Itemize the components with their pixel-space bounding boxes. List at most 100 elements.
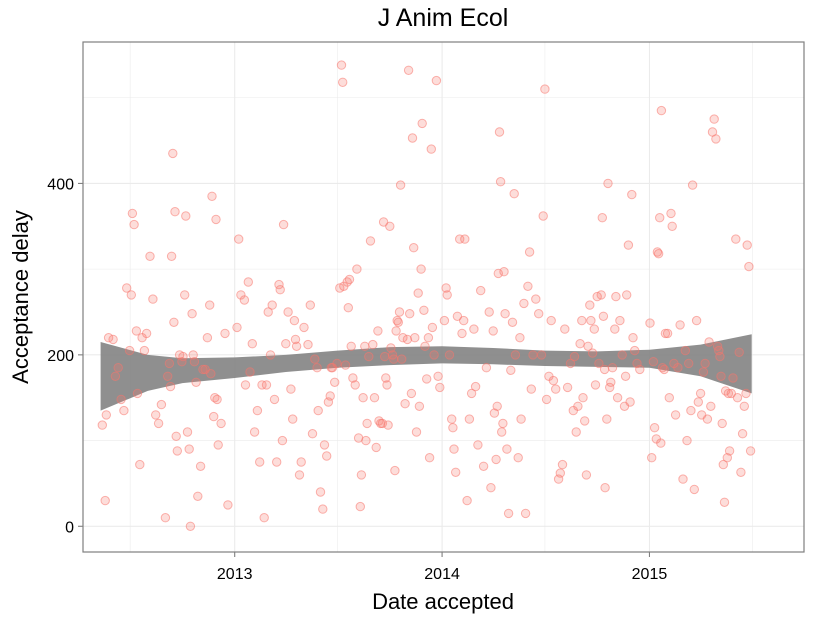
data-point: [734, 347, 744, 357]
data-point: [433, 371, 443, 381]
data-point: [305, 300, 315, 310]
data-point: [589, 324, 599, 334]
data-point: [516, 414, 526, 424]
data-point: [261, 380, 272, 390]
data-point: [390, 465, 400, 476]
data-point: [395, 180, 406, 190]
data-point: [571, 427, 581, 437]
data-point: [540, 84, 550, 94]
data-point: [232, 322, 242, 333]
data-point: [678, 474, 688, 484]
data-point: [216, 418, 226, 429]
data-point: [189, 357, 200, 367]
data-point: [346, 341, 356, 351]
data-point: [611, 291, 621, 302]
data-point: [145, 251, 155, 261]
data-point: [187, 309, 197, 319]
data-point: [277, 435, 288, 446]
data-point: [653, 249, 664, 259]
data-point: [283, 307, 293, 317]
data-point: [403, 65, 414, 76]
data-point: [259, 513, 269, 523]
data-point: [240, 380, 251, 390]
data-point: [466, 388, 477, 399]
data-point: [486, 483, 496, 493]
data-point: [513, 453, 523, 463]
data-point: [310, 354, 320, 364]
data-point: [122, 283, 132, 293]
y-tick-label: 0: [65, 519, 74, 536]
data-point: [426, 144, 436, 154]
data-point: [577, 315, 587, 326]
data-point: [687, 180, 698, 190]
y-axis-title: Acceptance delay: [8, 210, 33, 384]
data-point: [391, 326, 401, 336]
data-point: [247, 339, 258, 349]
data-point: [269, 394, 280, 405]
data-point: [364, 351, 374, 362]
data-point: [459, 315, 469, 326]
data-point: [400, 399, 410, 409]
data-point: [332, 358, 342, 369]
data-point: [741, 388, 751, 399]
data-point: [139, 345, 150, 356]
data-point: [719, 497, 730, 507]
data-point: [181, 211, 191, 221]
data-point: [546, 315, 556, 326]
data-point: [603, 178, 613, 189]
data-point: [281, 339, 291, 349]
data-point: [100, 495, 110, 506]
data-point: [585, 300, 595, 310]
data-point: [148, 294, 158, 304]
data-point: [648, 357, 659, 367]
data-point: [460, 234, 470, 244]
data-point: [414, 401, 425, 411]
data-point: [198, 364, 208, 375]
smooth-band-layer: [100, 334, 752, 411]
data-point: [659, 364, 669, 375]
data-point: [662, 328, 673, 339]
data-point: [185, 521, 196, 531]
data-point: [296, 457, 306, 467]
data-point: [365, 236, 376, 246]
data-point: [182, 427, 193, 437]
data-point: [689, 484, 699, 495]
data-point: [205, 300, 215, 310]
data-point: [700, 358, 710, 369]
data-point: [495, 177, 506, 187]
data-point: [451, 467, 461, 477]
data-point: [560, 324, 570, 334]
data-point: [318, 504, 328, 514]
data-point: [645, 318, 655, 328]
data-point: [169, 317, 179, 327]
data-point: [462, 495, 472, 506]
data-point: [163, 371, 173, 381]
data-point: [191, 377, 201, 387]
data-point: [455, 234, 465, 244]
data-point: [664, 393, 674, 403]
data-point: [389, 354, 399, 364]
data-point: [510, 350, 521, 360]
data-point: [383, 420, 393, 430]
data-point: [598, 311, 609, 321]
data-point: [675, 320, 685, 330]
data-point: [319, 440, 330, 450]
data-point: [124, 345, 135, 356]
x-axis-title: Date accepted: [372, 589, 514, 614]
data-point: [252, 405, 263, 416]
data-point: [470, 381, 481, 392]
data-point: [502, 444, 512, 454]
data-point: [578, 393, 588, 403]
data-point: [602, 414, 612, 424]
data-point: [110, 371, 121, 381]
data-point: [132, 388, 143, 399]
data-point: [129, 219, 139, 230]
data-point: [165, 381, 176, 392]
data-point: [278, 219, 289, 230]
data-point: [623, 240, 634, 250]
data-point: [565, 358, 576, 369]
data-point: [452, 311, 463, 321]
data-point: [736, 467, 746, 477]
data-point: [610, 324, 620, 334]
